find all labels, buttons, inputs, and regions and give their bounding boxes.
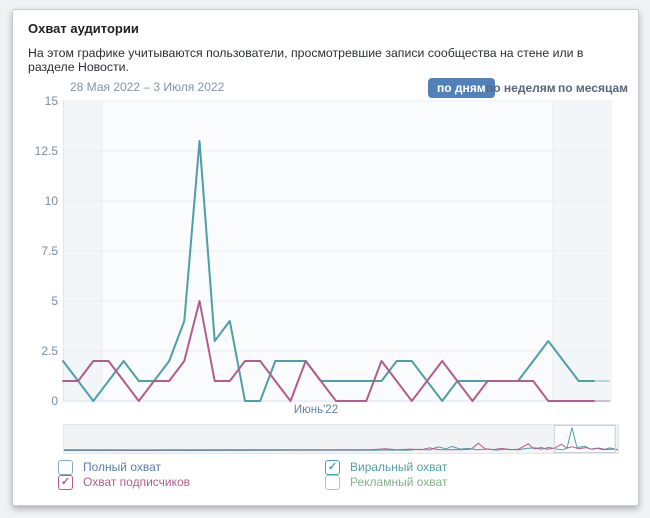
legend-item-viral-reach[interactable]: ✓ Виральный охват [325, 459, 447, 475]
y-tick-label: 2.5 [41, 344, 58, 358]
y-tick-label: 7.5 [41, 244, 58, 258]
tab-by-days[interactable]: по дням [428, 78, 495, 98]
minimap-chart[interactable] [63, 425, 619, 453]
y-tick-label: 0 [51, 394, 58, 408]
legend-item-label: Рекламный охват [350, 475, 448, 489]
checked-checkbox-icon[interactable]: ✓ [325, 459, 340, 475]
minimap-selection[interactable] [553, 425, 616, 453]
y-tick-label: 15 [44, 94, 58, 108]
chart-period-tabs: по дням по неделям по месяцам [0, 78, 650, 98]
legend-item-subscribers-reach[interactable]: ✓ Охват подписчиков [58, 474, 190, 490]
legend-item-label: Охват подписчиков [83, 475, 191, 489]
legend-item-full-reach[interactable]: Полный охват [58, 459, 161, 475]
checked-checkbox-icon[interactable]: ✓ [58, 474, 73, 490]
legend-item-ad-reach[interactable]: Рекламный охват [325, 474, 447, 490]
tab-by-weeks[interactable]: по неделям [486, 81, 556, 95]
y-tick-label: 10 [44, 194, 58, 208]
date-range-label: 28 Мая 2022 – 3 Июля 2022 [70, 80, 225, 94]
y-tick-label: 5 [51, 294, 58, 308]
unchecked-checkbox-icon[interactable] [325, 474, 340, 490]
tab-by-months[interactable]: по месяцам [558, 81, 629, 95]
x-axis-month-label: Июнь'22 [293, 404, 339, 416]
page-title: Охват аудитории [28, 21, 139, 36]
chart-description: На этом графике учитываются пользователи… [28, 46, 584, 74]
legend-item-label: Виральный охват [350, 460, 448, 474]
unchecked-checkbox-icon[interactable] [58, 459, 73, 475]
legend-item-label: Полный охват [83, 460, 162, 474]
main-chart [62, 100, 612, 402]
y-tick-label: 12.5 [34, 144, 58, 158]
minimap[interactable] [63, 424, 619, 454]
